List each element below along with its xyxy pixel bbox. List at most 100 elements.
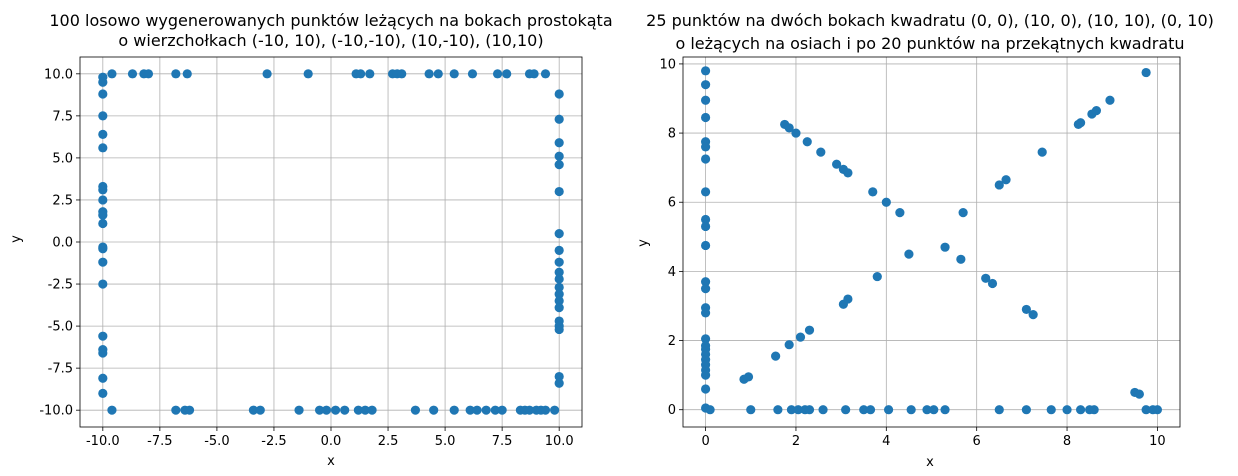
- scatter-point: [802, 137, 812, 147]
- y-tick-label: 2: [668, 334, 676, 349]
- scatter-point: [883, 405, 894, 415]
- chart-title-line-1: 100 losowo wygenerowanych punktów leżący…: [49, 11, 612, 30]
- y-tick-label: -10.0: [39, 404, 73, 419]
- y-tick-label: -7.5: [48, 362, 73, 377]
- scatter-point: [1046, 405, 1056, 415]
- scatter-point: [956, 254, 966, 264]
- scatter-point: [433, 69, 443, 79]
- scatter-point: [872, 271, 882, 282]
- scatter-point: [786, 405, 797, 415]
- y-tick-label: 7.5: [52, 109, 73, 124]
- scatter-point: [98, 348, 108, 358]
- chart-title-line-2: o leżących na osiach i po 20 punktów na …: [675, 34, 1184, 53]
- x-tick-label: 2: [792, 434, 800, 449]
- scatter-point: [367, 405, 377, 415]
- scatter-point: [940, 242, 950, 252]
- x-tick-label: 4: [882, 434, 890, 449]
- scatter-point: [1076, 405, 1086, 415]
- scatter-point: [248, 405, 259, 415]
- scatter-point: [1152, 405, 1163, 415]
- scatter-point: [554, 257, 564, 267]
- x-tick-label: -7.5: [147, 434, 172, 449]
- scatter-point: [700, 112, 711, 123]
- scatter-point: [184, 405, 195, 415]
- scatter-point: [958, 208, 968, 218]
- x-tick-label: 2.5: [378, 434, 399, 449]
- scatter-point: [554, 378, 564, 388]
- scatter-point: [700, 370, 711, 380]
- scatter-point: [502, 69, 512, 79]
- scatter-point: [841, 405, 851, 415]
- scatter-point: [818, 405, 828, 415]
- scatter-point: [340, 405, 350, 415]
- scatter-point: [397, 69, 407, 79]
- scatter-point: [314, 405, 325, 415]
- scatter-point: [262, 69, 272, 79]
- scatter-point: [554, 274, 564, 284]
- scatter-point: [700, 384, 711, 394]
- x-tick-label: 10: [1149, 434, 1166, 449]
- scatter-point: [554, 296, 564, 306]
- scatter-point: [700, 284, 711, 294]
- scatter-point: [98, 185, 108, 195]
- scatter-point: [330, 405, 341, 415]
- scatter-point: [771, 351, 781, 361]
- scatter-point: [906, 405, 916, 415]
- scatter-point: [895, 208, 905, 218]
- scatter-points: [700, 66, 1163, 415]
- scatter-point: [540, 405, 551, 415]
- scatter-point: [994, 180, 1004, 190]
- scatter-point: [1021, 304, 1031, 315]
- scatter-point: [700, 334, 711, 344]
- scatter-point: [429, 405, 439, 415]
- scatter-point: [98, 257, 108, 267]
- scatter-point: [700, 308, 711, 318]
- y-tick-label: 2.5: [52, 193, 73, 208]
- y-tick-label: -2.5: [48, 278, 73, 293]
- scatter-point: [1141, 405, 1151, 415]
- scatter-point: [321, 405, 332, 415]
- scatter-point: [700, 66, 711, 76]
- plot-frame: [79, 56, 583, 428]
- scatter-point: [795, 332, 806, 342]
- scatter-points: [98, 69, 564, 415]
- scatter-point: [1021, 405, 1031, 415]
- y-axis-label: y: [636, 239, 651, 247]
- scatter-point: [492, 69, 503, 79]
- scatter-point: [143, 69, 154, 79]
- scatter-point: [554, 282, 564, 293]
- scatter-point: [449, 69, 459, 79]
- scatter-point: [365, 69, 375, 79]
- scatter-point: [540, 69, 551, 79]
- x-tick-label: 6: [973, 434, 981, 449]
- scatter-point: [255, 405, 265, 415]
- grid: [80, 57, 582, 427]
- scatter-point: [1037, 147, 1047, 157]
- x-tick-label: -10.0: [86, 434, 120, 449]
- scatter-point: [98, 195, 108, 205]
- scatter-point: [98, 388, 108, 398]
- scatter-point: [107, 69, 117, 79]
- scatter-point: [353, 405, 363, 415]
- scatter-point: [98, 210, 108, 220]
- y-tick-label: 10: [659, 57, 676, 72]
- scatter-point: [550, 405, 560, 415]
- y-tick-label: 4: [668, 265, 676, 280]
- scatter-point: [98, 279, 108, 289]
- x-tick-label: 7.5: [492, 434, 513, 449]
- plot-frame: [682, 56, 1181, 428]
- scatter-point: [529, 69, 539, 79]
- scatter-point: [98, 244, 108, 254]
- y-tick-label: 10.0: [44, 67, 73, 82]
- scatter-point: [843, 294, 853, 304]
- scatter-point: [804, 325, 815, 335]
- scatter-point: [700, 277, 711, 287]
- y-tick-label: 5.0: [52, 151, 73, 166]
- scatter-point: [904, 249, 914, 259]
- scatter-point: [1105, 95, 1115, 105]
- scatter-point: [922, 405, 932, 415]
- x-axis-label: x: [926, 455, 934, 470]
- scatter-point: [107, 405, 117, 415]
- scatter-point: [700, 142, 711, 152]
